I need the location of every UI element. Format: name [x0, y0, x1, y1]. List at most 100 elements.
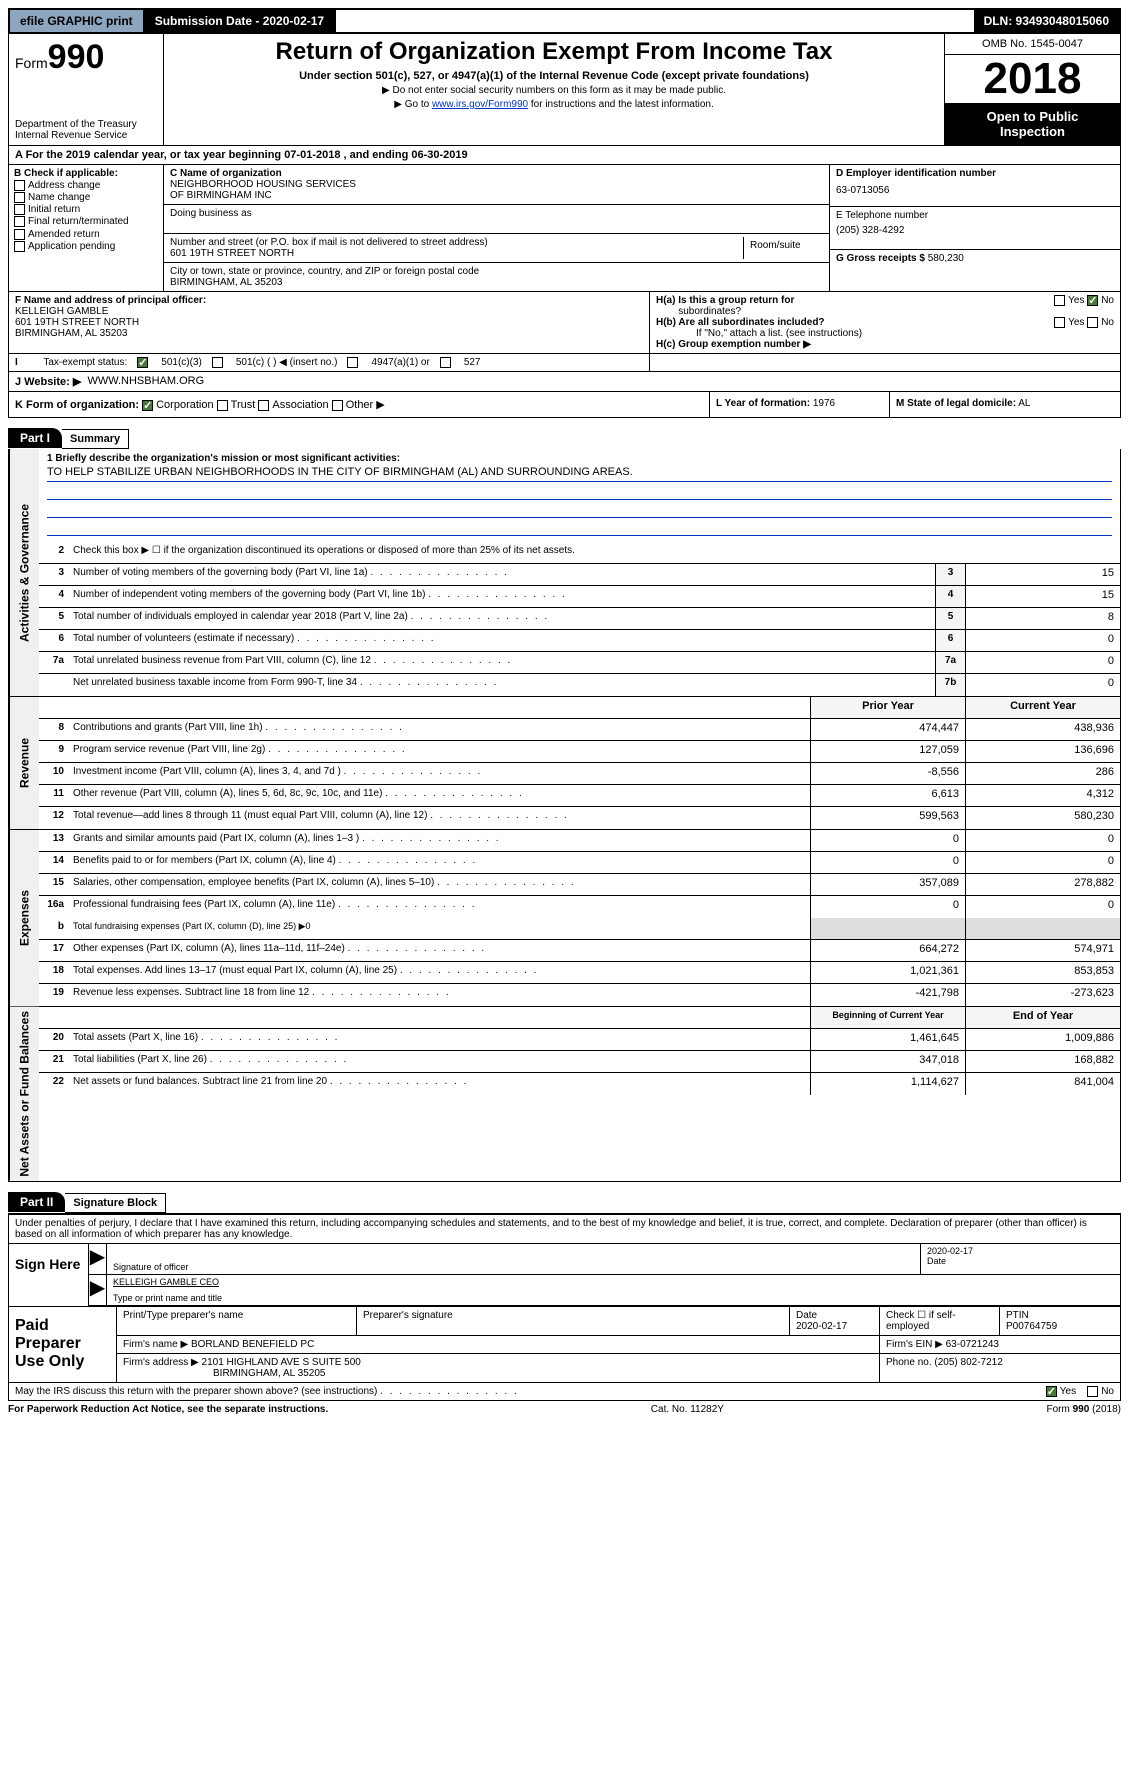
officer-group-row: F Name and address of principal officer:…: [8, 292, 1121, 354]
summary-line: 11Other revenue (Part VIII, column (A), …: [39, 785, 1120, 807]
state-domicile: AL: [1018, 398, 1030, 409]
summary-line: 12Total revenue—add lines 8 through 11 (…: [39, 807, 1120, 829]
summary-line: 19Revenue less expenses. Subtract line 1…: [39, 984, 1120, 1006]
activities-governance-section: Activities & Governance 1 Briefly descri…: [8, 449, 1121, 697]
dln: DLN: 93493048015060: [974, 10, 1119, 32]
revenue-section: Revenue Prior Year Current Year 8Contrib…: [8, 697, 1121, 830]
expenses-label: Expenses: [9, 830, 39, 1006]
discuss-no-checkbox[interactable]: [1087, 1386, 1098, 1397]
mission-text: TO HELP STABILIZE URBAN NEIGHBORHOODS IN…: [47, 466, 1112, 482]
application-pending-checkbox[interactable]: [14, 241, 25, 252]
efile-graphic-print-button[interactable]: efile GRAPHIC print: [10, 10, 145, 32]
summary-line: 10Investment income (Part VIII, column (…: [39, 763, 1120, 785]
form-header: Form990 Department of the Treasury Inter…: [8, 34, 1121, 146]
summary-line: 15Salaries, other compensation, employee…: [39, 874, 1120, 896]
summary-line: 21Total liabilities (Part X, line 26) 34…: [39, 1051, 1120, 1073]
prior-year-header: Prior Year: [810, 697, 965, 718]
summary-line: 3Number of voting members of the governi…: [39, 564, 1120, 586]
goto-note: ▶ Go to www.irs.gov/Form990 for instruct…: [172, 99, 936, 110]
firm-city: BIRMINGHAM, AL 35205: [123, 1368, 873, 1379]
name-change-checkbox[interactable]: [14, 192, 25, 203]
paid-preparer-label: Paid Preparer Use Only: [9, 1307, 117, 1382]
website-row: J Website: ▶ WWW.NHSBHAM.ORG: [8, 372, 1121, 392]
expenses-section: Expenses 13Grants and similar amounts pa…: [8, 830, 1121, 1007]
tax-year-row: A For the 2019 calendar year, or tax yea…: [8, 146, 1121, 165]
trust-checkbox[interactable]: [217, 400, 228, 411]
sign-here-label: Sign Here: [9, 1244, 89, 1306]
summary-line: 20Total assets (Part X, line 16) 1,461,6…: [39, 1029, 1120, 1051]
website-url: WWW.NHSBHAM.ORG: [87, 375, 204, 388]
dba: [170, 219, 823, 230]
officer-name-title: KELLEIGH GAMBLE CEO: [113, 1277, 1114, 1293]
summary-line: 6Total number of volunteers (estimate if…: [39, 630, 1120, 652]
signature-date: 2020-02-17: [927, 1246, 1114, 1256]
address-change-checkbox[interactable]: [14, 180, 25, 191]
arrow-icon: ▶: [89, 1244, 107, 1274]
part-i-header: Part I: [8, 428, 62, 448]
subordinates-no-checkbox[interactable]: [1087, 317, 1098, 328]
org-name-2: OF BIRMINGHAM INC: [170, 190, 823, 201]
summary-line: 5Total number of individuals employed in…: [39, 608, 1120, 630]
form-title: Return of Organization Exempt From Incom…: [172, 38, 936, 66]
summary-line: 14Benefits paid to or for members (Part …: [39, 852, 1120, 874]
telephone: (205) 328-4292: [836, 225, 1114, 236]
other-checkbox[interactable]: [332, 400, 343, 411]
tax-exempt-row: I Tax-exempt status: 501(c)(3) 501(c) ( …: [8, 354, 1121, 372]
501c3-checkbox[interactable]: [137, 357, 148, 368]
gross-receipts: 580,230: [928, 253, 964, 264]
summary-line: 22Net assets or fund balances. Subtract …: [39, 1073, 1120, 1095]
preparer-date: 2020-02-17: [796, 1321, 873, 1332]
part-ii-header: Part II: [8, 1192, 65, 1212]
year-formation: 1976: [813, 398, 835, 409]
summary-line: 13Grants and similar amounts paid (Part …: [39, 830, 1120, 852]
initial-return-checkbox[interactable]: [14, 204, 25, 215]
summary-line: Net unrelated business taxable income fr…: [39, 674, 1120, 696]
signature-block: Under penalties of perjury, I declare th…: [8, 1213, 1121, 1307]
efile-top-bar: efile GRAPHIC print Submission Date - 20…: [8, 8, 1121, 34]
city-state-zip: BIRMINGHAM, AL 35203: [170, 277, 823, 288]
form-footer: Form 990 (2018): [1047, 1404, 1121, 1415]
subordinates-yes-checkbox[interactable]: [1054, 317, 1065, 328]
net-assets-label: Net Assets or Fund Balances: [9, 1007, 39, 1181]
org-info-grid: B Check if applicable: Address change Na…: [8, 165, 1121, 292]
527-checkbox[interactable]: [440, 357, 451, 368]
form-number: Form990: [15, 38, 157, 77]
arrow-icon: ▶: [89, 1275, 107, 1305]
form-of-org-row: K Form of organization: Corporation Trus…: [8, 392, 1121, 418]
tax-year: 2018: [945, 55, 1120, 103]
501c-checkbox[interactable]: [212, 357, 223, 368]
summary-line: 16aProfessional fundraising fees (Part I…: [39, 896, 1120, 918]
end-year-header: End of Year: [965, 1007, 1120, 1028]
submission-date: Submission Date - 2020-02-17: [145, 10, 336, 32]
revenue-label: Revenue: [9, 697, 39, 829]
catalog-number: Cat. No. 11282Y: [651, 1404, 724, 1415]
part-ii-title: Signature Block: [65, 1193, 166, 1213]
4947-checkbox[interactable]: [347, 357, 358, 368]
officer-street: 601 19TH STREET NORTH: [15, 317, 643, 328]
discuss-row: May the IRS discuss this return with the…: [8, 1383, 1121, 1401]
summary-line: 4Number of independent voting members of…: [39, 586, 1120, 608]
form-subtitle: Under section 501(c), 527, or 4947(a)(1)…: [172, 70, 936, 82]
activities-governance-label: Activities & Governance: [9, 449, 39, 696]
summary-line: 17Other expenses (Part IX, column (A), l…: [39, 940, 1120, 962]
net-assets-section: Net Assets or Fund Balances Beginning of…: [8, 1007, 1121, 1182]
association-checkbox[interactable]: [258, 400, 269, 411]
final-return-checkbox[interactable]: [14, 216, 25, 227]
amended-return-checkbox[interactable]: [14, 229, 25, 240]
current-year-header: Current Year: [965, 697, 1120, 718]
footer-line: For Paperwork Reduction Act Notice, see …: [8, 1401, 1121, 1418]
open-to-public: Open to PublicInspection: [945, 103, 1120, 145]
omb-number: OMB No. 1545-0047: [945, 34, 1120, 55]
group-return-no-checkbox[interactable]: [1087, 295, 1098, 306]
corporation-checkbox[interactable]: [142, 400, 153, 411]
irs-form990-link[interactable]: www.irs.gov/Form990: [432, 99, 528, 110]
paid-preparer-section: Paid Preparer Use Only Print/Type prepar…: [8, 1307, 1121, 1383]
beginning-year-header: Beginning of Current Year: [810, 1007, 965, 1028]
street-address: 601 19TH STREET NORTH: [170, 248, 739, 259]
dept-treasury: Department of the Treasury: [15, 119, 157, 130]
group-return-yes-checkbox[interactable]: [1054, 295, 1065, 306]
room-suite: Room/suite: [743, 237, 823, 259]
self-employed-check[interactable]: Check ☐ if self-employed: [880, 1307, 1000, 1335]
officer-signature[interactable]: [113, 1246, 914, 1262]
discuss-yes-checkbox[interactable]: [1046, 1386, 1057, 1397]
